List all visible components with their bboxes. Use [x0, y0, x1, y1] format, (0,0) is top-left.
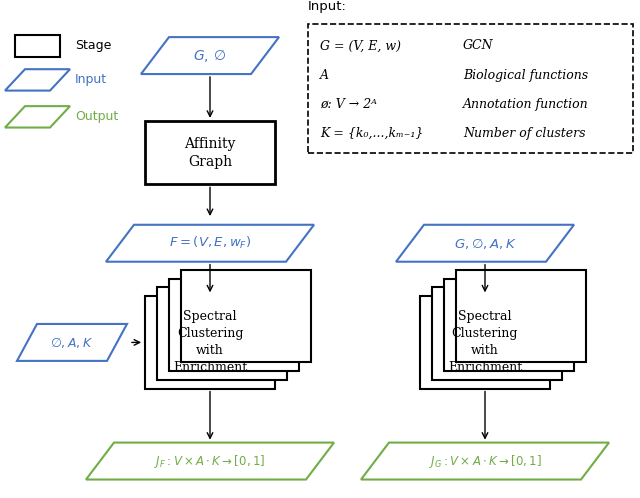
Polygon shape	[396, 225, 574, 262]
Text: ø: V → 2ᴬ: ø: V → 2ᴬ	[320, 98, 377, 111]
Text: Biological functions: Biological functions	[463, 69, 588, 82]
Text: Spectral
Clustering
with
Enrichment: Spectral Clustering with Enrichment	[173, 310, 247, 374]
Polygon shape	[141, 37, 279, 74]
Text: GCN: GCN	[463, 39, 493, 52]
Bar	[169, 279, 299, 371]
Bar	[157, 287, 287, 380]
Text: Spectral
Clustering
with
Enrichment: Spectral Clustering with Enrichment	[448, 310, 522, 374]
Polygon shape	[86, 443, 334, 480]
Polygon shape	[5, 69, 70, 91]
Text: $G, \emptyset, A, K$: $G, \emptyset, A, K$	[454, 236, 516, 251]
Text: $J_F : V \times A \cdot K \rightarrow [0,1]$: $J_F : V \times A \cdot K \rightarrow [0…	[154, 453, 266, 470]
Bar	[456, 270, 586, 363]
Text: $F = (V, E, w_F)$: $F = (V, E, w_F)$	[169, 235, 252, 251]
Polygon shape	[106, 225, 314, 262]
Text: $G,\, \emptyset$: $G,\, \emptyset$	[193, 48, 227, 64]
Text: A: A	[320, 69, 329, 82]
Text: Number of clusters: Number of clusters	[463, 127, 586, 140]
Text: Input: Input	[75, 73, 107, 86]
Bar	[145, 296, 275, 388]
Bar	[432, 287, 562, 380]
Text: Input:: Input:	[308, 0, 347, 13]
Text: G = (V, E, w): G = (V, E, w)	[320, 39, 401, 52]
Text: $\emptyset, A, K$: $\emptyset, A, K$	[51, 335, 93, 350]
Polygon shape	[5, 106, 70, 127]
Bar	[308, 24, 633, 153]
Bar	[420, 296, 550, 388]
Bar	[444, 279, 574, 371]
Text: Stage: Stage	[75, 39, 111, 52]
Text: Affinity
Graph: Affinity Graph	[184, 136, 236, 169]
Bar	[15, 35, 60, 57]
Polygon shape	[361, 443, 609, 480]
Bar	[181, 270, 311, 363]
Bar	[145, 121, 275, 184]
Text: $J_G : V \times A \cdot K \rightarrow [0,1]$: $J_G : V \times A \cdot K \rightarrow [0…	[429, 453, 541, 470]
Polygon shape	[17, 324, 127, 361]
Text: Output: Output	[75, 111, 118, 124]
Text: K = {k₀,...,kₘ₋₁}: K = {k₀,...,kₘ₋₁}	[320, 127, 424, 140]
Text: Annotation function: Annotation function	[463, 98, 589, 111]
